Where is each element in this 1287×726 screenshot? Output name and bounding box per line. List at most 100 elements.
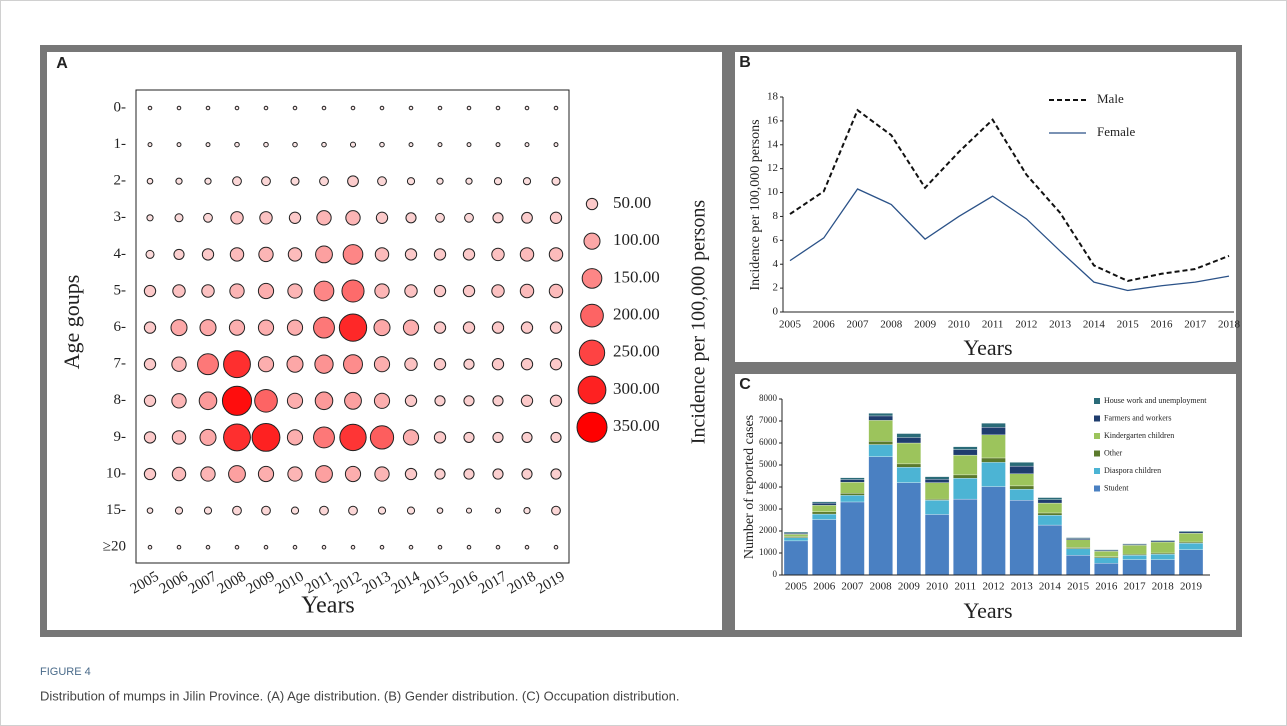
- y-tick-label: 7-: [114, 356, 127, 372]
- bubble: [491, 284, 505, 298]
- bar-segment: [1150, 541, 1175, 554]
- bubble: [197, 353, 219, 376]
- bubble: [313, 316, 335, 339]
- bubble: [350, 544, 356, 550]
- bubble: [314, 391, 334, 411]
- bar-segment: [981, 423, 1006, 428]
- bar-segment: [1122, 545, 1147, 555]
- bubble: [548, 283, 564, 299]
- legend-swatch: [1094, 450, 1100, 457]
- bar-segment: [812, 519, 837, 576]
- bubble: [404, 248, 418, 261]
- bubble: [524, 105, 530, 111]
- bubble: [492, 212, 504, 224]
- bar-segment: [783, 531, 809, 534]
- bar-segment: [1037, 512, 1063, 516]
- bubble: [200, 466, 216, 482]
- legend-label: Other: [1104, 448, 1123, 457]
- bubble: [175, 177, 183, 185]
- bubble: [229, 283, 245, 299]
- y-tick-label: 4000: [759, 481, 778, 491]
- bar-segment: [924, 482, 950, 500]
- bar-segment: [1178, 542, 1204, 550]
- bubble: [314, 354, 334, 374]
- y-tick-label: 18: [767, 91, 779, 103]
- bar-segment: [1037, 515, 1063, 526]
- legend-bubble: [583, 232, 601, 250]
- y-tick-label: 7000: [759, 415, 778, 425]
- bubble: [321, 105, 327, 111]
- bubble: [315, 465, 333, 483]
- bubble: [379, 544, 385, 550]
- y-tick-label: ≥20: [103, 539, 126, 555]
- bubble: [176, 544, 182, 550]
- bubble: [316, 210, 332, 226]
- bar-segment: [1150, 553, 1175, 560]
- bar-segment: [812, 502, 837, 506]
- bubble: [344, 391, 362, 410]
- y-axis-label: Incidence per 100,000 persons: [748, 119, 763, 290]
- x-tick-label: 2014: [1083, 319, 1106, 331]
- bubble: [261, 176, 271, 187]
- bubble: [404, 284, 418, 298]
- bubble: [520, 321, 534, 334]
- x-tick-label: 2015: [1067, 581, 1090, 593]
- bubble: [520, 394, 534, 407]
- bubble: [348, 505, 358, 516]
- bubble: [373, 356, 391, 373]
- bubble: [261, 505, 271, 516]
- bar-segment: [1009, 473, 1034, 487]
- legend-bubble: [577, 375, 607, 405]
- panel-label: C: [739, 376, 751, 393]
- bubble: [349, 141, 357, 148]
- x-tick-label: 2005: [779, 319, 802, 331]
- y-tick-label: 12: [767, 162, 778, 174]
- bubble: [203, 212, 213, 223]
- bubble: [434, 395, 446, 407]
- bubble: [228, 319, 246, 336]
- bar-segment: [1009, 485, 1034, 490]
- x-tick-label: 2013: [1011, 581, 1034, 593]
- bar-segment: [868, 444, 893, 457]
- bar-segment: [1178, 533, 1204, 543]
- legend-label: 200.00: [613, 305, 660, 324]
- panel-b: [735, 52, 1236, 362]
- bubble: [519, 247, 535, 262]
- bubble: [146, 177, 154, 185]
- x-tick-label: 2008: [880, 319, 903, 331]
- bubble: [404, 357, 418, 371]
- bar-segment: [1122, 553, 1147, 556]
- bubble: [524, 142, 530, 148]
- bar-segment: [896, 482, 922, 576]
- bar-segment: [1094, 563, 1119, 576]
- bar-segment: [924, 498, 950, 501]
- bar-segment: [868, 415, 893, 421]
- bubble: [205, 544, 211, 550]
- bubble: [495, 142, 501, 148]
- bubble: [147, 544, 153, 550]
- bubble: [492, 431, 504, 443]
- bubble: [263, 141, 269, 148]
- bubble: [198, 391, 218, 411]
- bubble: [550, 431, 562, 443]
- panel-a: [47, 52, 722, 630]
- bubble: [257, 465, 275, 483]
- bubble: [344, 465, 362, 483]
- bar-segment: [896, 442, 922, 465]
- bubble: [377, 506, 387, 515]
- y-tick-label: 6-: [114, 319, 127, 335]
- bubble: [292, 544, 298, 550]
- bubble: [379, 141, 385, 148]
- legend-swatch: [1094, 398, 1100, 404]
- bubble: [288, 211, 302, 224]
- x-tick-label: 2017: [1124, 581, 1147, 593]
- bar-segment: [840, 479, 865, 483]
- x-tick-label: 2005: [785, 581, 808, 593]
- bubble: [463, 468, 475, 480]
- y-tick-label: 14: [767, 138, 779, 150]
- bar-segment: [1150, 559, 1175, 576]
- bubble: [521, 468, 533, 480]
- legend-label: 300.00: [613, 379, 660, 398]
- bar-segment: [1122, 559, 1147, 576]
- bubble: [342, 244, 364, 265]
